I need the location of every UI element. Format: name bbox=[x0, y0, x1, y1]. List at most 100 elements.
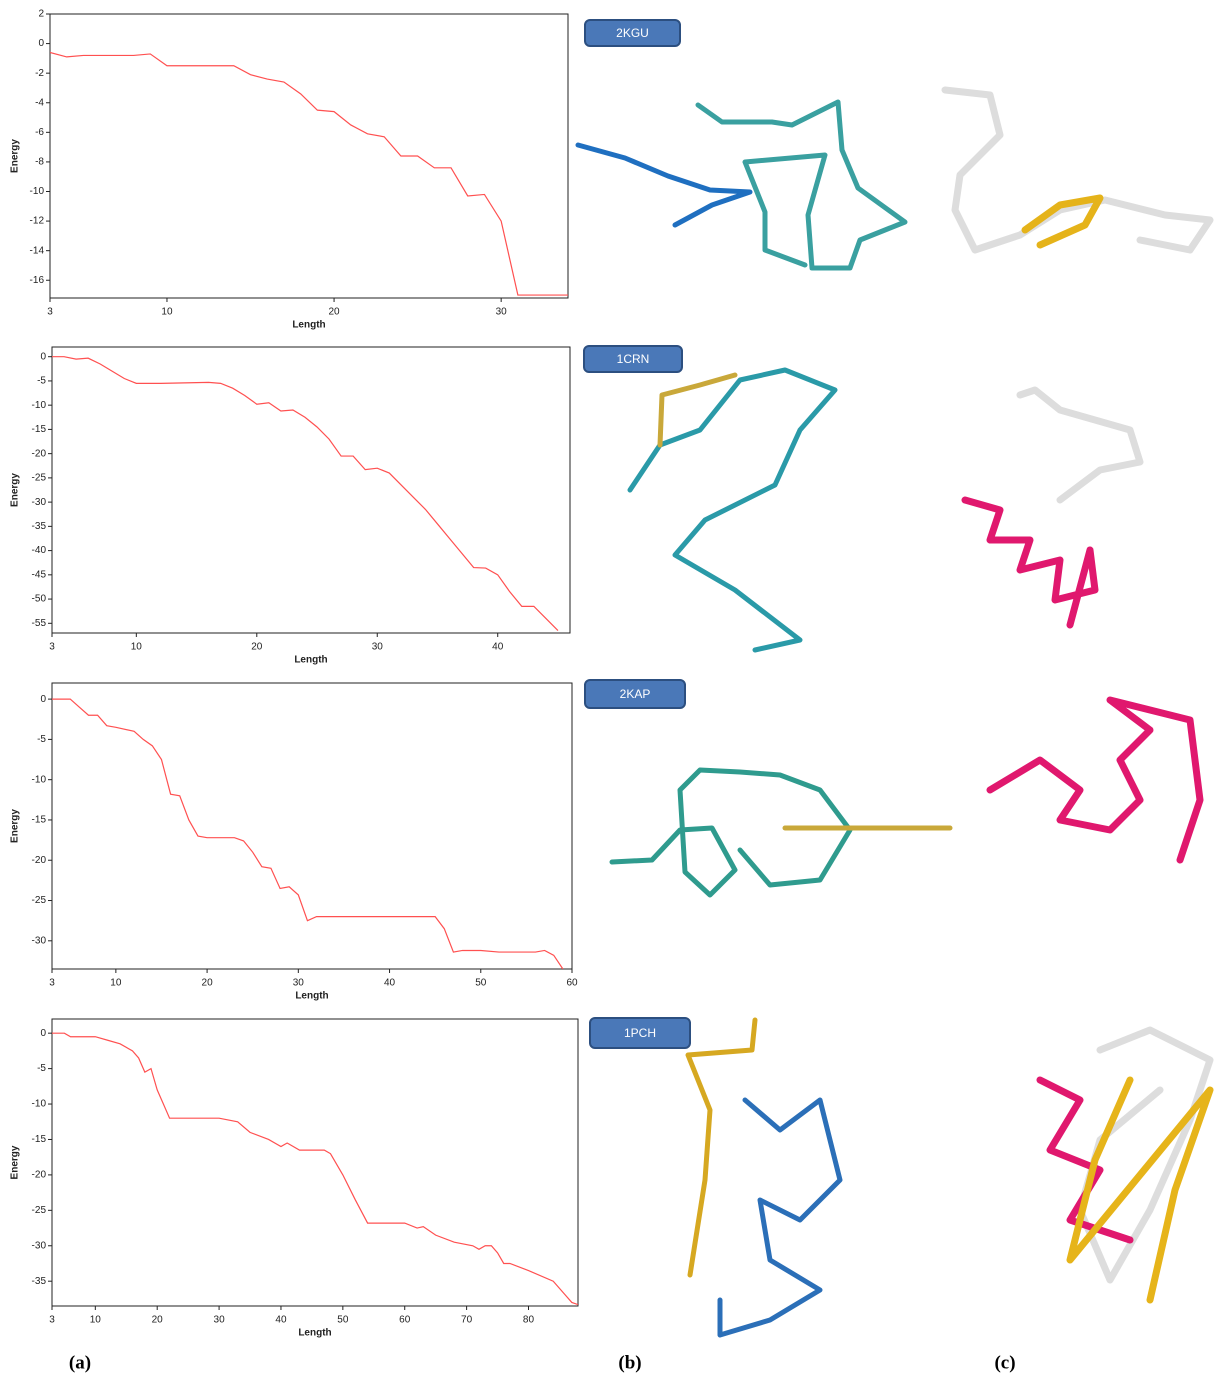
y-tick-label: -2 bbox=[35, 68, 44, 79]
y-tick-label: -15 bbox=[32, 815, 47, 826]
y-tick-label: 2 bbox=[38, 9, 44, 20]
protein-badge bbox=[589, 1017, 691, 1049]
y-tick-label: -30 bbox=[32, 497, 47, 508]
backbone-b3 bbox=[609, 767, 853, 898]
energy-line bbox=[52, 356, 559, 631]
energy-line bbox=[52, 698, 564, 969]
y-tick-label: -20 bbox=[32, 448, 47, 459]
energy-line bbox=[52, 1032, 578, 1306]
y-tick-label: -12 bbox=[30, 216, 45, 227]
y-tick-label: -5 bbox=[37, 1063, 46, 1074]
x-tick-label: 30 bbox=[496, 307, 508, 318]
y-tick-label: -25 bbox=[32, 1205, 47, 1216]
protein-label: 2KGU bbox=[616, 26, 649, 40]
x-tick-label: 10 bbox=[131, 642, 143, 653]
x-tick-label: 3 bbox=[49, 978, 55, 989]
y-tick-label: -20 bbox=[32, 1170, 47, 1181]
y-tick-label: -16 bbox=[30, 275, 45, 286]
x-tick-label: 40 bbox=[275, 1315, 287, 1326]
y-tick-label: -10 bbox=[30, 186, 45, 197]
y-tick-label: 0 bbox=[40, 1028, 46, 1039]
y-tick-label: -4 bbox=[35, 97, 44, 108]
x-tick-label: 60 bbox=[566, 978, 578, 989]
protein-label: 1CRN bbox=[617, 352, 650, 366]
x-tick-label: 3 bbox=[49, 1315, 55, 1326]
y-tick-label: -30 bbox=[32, 935, 47, 946]
panel-label: (b) bbox=[618, 1352, 641, 1373]
protein-label: 1PCH bbox=[624, 1026, 656, 1040]
x-axis-title: Length bbox=[294, 655, 327, 666]
x-tick-label: 40 bbox=[492, 642, 504, 653]
y-tick-label: -15 bbox=[32, 1134, 47, 1145]
y-tick-label: -6 bbox=[35, 127, 44, 138]
ribbon-c3 bbox=[986, 696, 1204, 864]
protein-badge bbox=[584, 679, 686, 709]
y-axis-title: Energy bbox=[10, 139, 21, 173]
x-tick-label: 50 bbox=[337, 1315, 349, 1326]
plot-frame bbox=[49, 13, 569, 299]
ribbon-c1b bbox=[1021, 194, 1104, 249]
x-tick-label: 20 bbox=[152, 1315, 164, 1326]
y-tick-label: 0 bbox=[38, 38, 44, 49]
x-tick-label: 50 bbox=[475, 978, 487, 989]
backbone-b4 bbox=[685, 1017, 758, 1278]
x-tick-label: 70 bbox=[461, 1315, 473, 1326]
y-tick-label: -35 bbox=[32, 1276, 47, 1287]
y-tick-label: -45 bbox=[32, 569, 47, 580]
y-tick-label: -10 bbox=[32, 1099, 47, 1110]
protein-label: 2KAP bbox=[620, 687, 651, 701]
y-tick-label: -50 bbox=[32, 594, 47, 605]
x-tick-label: 3 bbox=[47, 307, 53, 318]
x-tick-label: 30 bbox=[293, 978, 305, 989]
ribbon-c2 bbox=[1016, 386, 1144, 504]
protein-badge bbox=[583, 345, 683, 373]
x-axis-title: Length bbox=[298, 1328, 331, 1339]
y-tick-label: -35 bbox=[32, 521, 47, 532]
x-tick-label: 60 bbox=[399, 1315, 411, 1326]
structures bbox=[575, 86, 1214, 1338]
x-tick-label: 20 bbox=[329, 307, 341, 318]
ribbon-c2b bbox=[961, 496, 1099, 629]
y-tick-label: -8 bbox=[35, 157, 44, 168]
x-tick-label: 10 bbox=[110, 978, 122, 989]
y-tick-label: -15 bbox=[32, 424, 47, 435]
y-tick-label: 0 bbox=[40, 694, 46, 705]
y-tick-label: -25 bbox=[32, 473, 47, 484]
y-axis-title: Energy bbox=[10, 1145, 21, 1179]
protein-badge bbox=[584, 19, 681, 47]
x-tick-label: 80 bbox=[523, 1315, 535, 1326]
y-axis-title: Energy bbox=[10, 809, 21, 843]
x-axis-title: Length bbox=[292, 320, 325, 331]
plot-frame bbox=[51, 346, 571, 634]
backbone-b2 bbox=[627, 367, 838, 653]
y-tick-label: -55 bbox=[32, 618, 47, 629]
y-tick-label: -5 bbox=[37, 376, 46, 387]
x-axis-title: Length bbox=[295, 991, 328, 1002]
y-tick-label: -10 bbox=[32, 774, 47, 785]
x-tick-label: 3 bbox=[49, 642, 55, 653]
x-tick-label: 10 bbox=[161, 307, 173, 318]
x-tick-label: 40 bbox=[384, 978, 396, 989]
energy-line bbox=[50, 51, 568, 296]
y-tick-label: -20 bbox=[32, 855, 47, 866]
x-tick-label: 10 bbox=[90, 1315, 102, 1326]
ribbon-c1 bbox=[941, 86, 1214, 254]
y-tick-label: -5 bbox=[37, 734, 46, 745]
backbone-b1b bbox=[695, 99, 908, 271]
y-axis-title: Energy bbox=[10, 473, 21, 507]
y-tick-label: -10 bbox=[32, 400, 47, 411]
backbone-b4b bbox=[717, 1097, 843, 1338]
y-tick-label: -25 bbox=[32, 895, 47, 906]
panel-label: (c) bbox=[994, 1352, 1015, 1373]
plot-frame bbox=[51, 682, 573, 970]
y-tick-label: -30 bbox=[32, 1240, 47, 1251]
backbone-b1 bbox=[575, 142, 753, 228]
plot-frame bbox=[51, 1018, 579, 1307]
x-tick-label: 30 bbox=[214, 1315, 226, 1326]
x-tick-label: 30 bbox=[372, 642, 384, 653]
ribbon-c4c bbox=[1066, 1076, 1214, 1304]
y-tick-label: -40 bbox=[32, 545, 47, 556]
x-tick-label: 20 bbox=[251, 642, 263, 653]
backbone-b2b bbox=[657, 372, 738, 448]
